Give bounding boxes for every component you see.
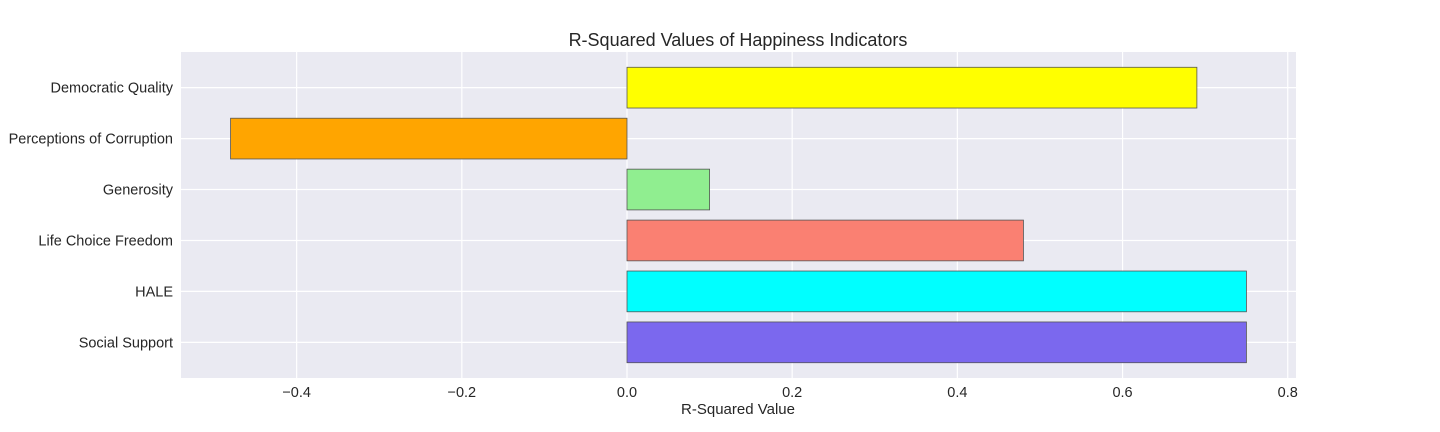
y-tick-label: Life Choice Freedom [38,233,173,249]
x-tick-label: 0.2 [782,385,802,401]
bar-democratic-quality [626,66,1198,109]
x-tick-label: 0.0 [617,385,637,401]
bar-life-choice-freedom [626,219,1024,262]
bar-hale [626,270,1247,313]
x-tick-label: −0.4 [282,385,311,401]
y-tick-labels: Democratic Quality Perceptions of Corrupt… [9,81,174,352]
y-tick-label: Social Support [79,335,173,351]
y-tick-label: Generosity [103,183,174,199]
x-tick-label: −0.2 [448,385,477,401]
y-tick-label: Democratic Quality [51,81,174,97]
y-tick-label: HALE [135,284,173,300]
bar-social-support [626,321,1247,364]
x-tick-labels: −0.4 −0.2 0.0 0.2 0.4 0.6 0.8 [282,385,1298,401]
bars [230,66,1247,364]
x-tick-label: 0.4 [947,385,967,401]
chart-title: R-Squared Values of Happiness Indicators [569,30,908,50]
y-tick-label: Perceptions of Corruption [9,132,173,148]
bar-generosity [626,168,710,211]
x-tick-label: 0.8 [1278,385,1298,401]
x-tick-label: 0.6 [1112,385,1132,401]
bar-perceptions-of-corruption [230,117,628,160]
x-axis-title: R-Squared Value [681,401,795,418]
